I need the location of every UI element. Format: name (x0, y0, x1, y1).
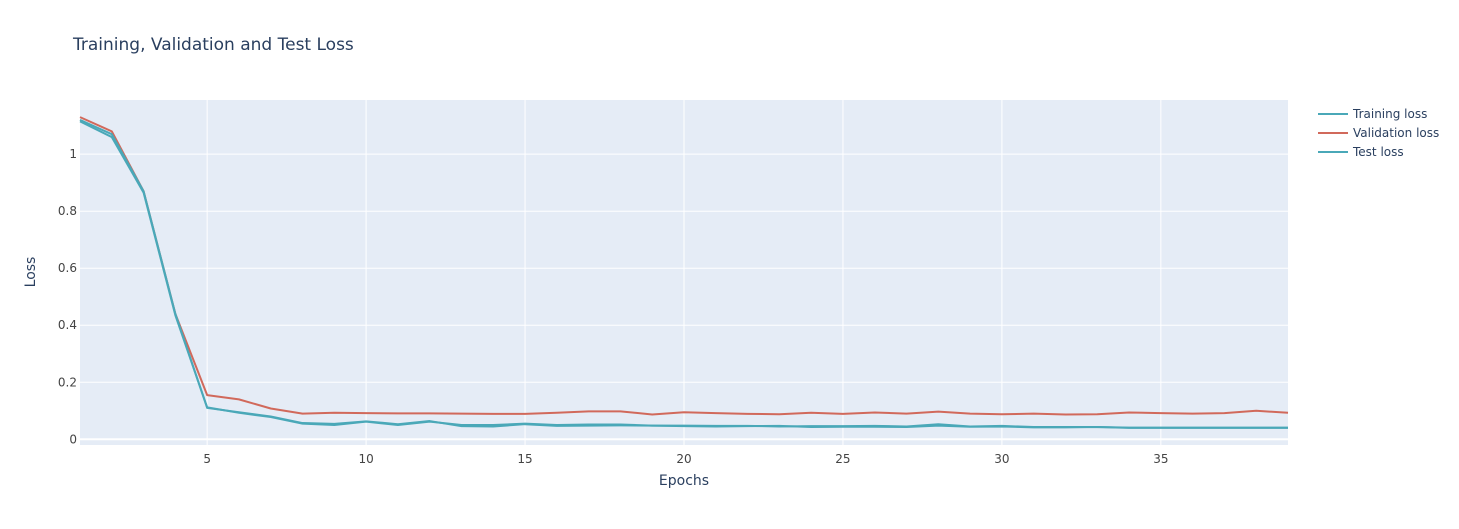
grid-lines (80, 100, 1288, 445)
legend[interactable]: Training loss Validation loss Test loss (1318, 107, 1439, 159)
legend-label: Validation loss (1353, 126, 1439, 140)
x-tick-label: 30 (994, 452, 1009, 466)
y-tick-label: 0.8 (58, 204, 77, 218)
legend-item-training-loss[interactable]: Training loss (1318, 107, 1427, 121)
y-axis-ticks: 0 0.2 0.4 0.6 0.8 1 (58, 147, 77, 446)
y-tick-label: 0 (69, 432, 77, 446)
x-tick-label: 10 (358, 452, 373, 466)
legend-label: Test loss (1352, 145, 1404, 159)
chart-title: Training, Validation and Test Loss (72, 35, 354, 55)
legend-item-test-loss[interactable]: Test loss (1318, 145, 1404, 159)
x-axis-title: Epochs (659, 473, 709, 489)
x-axis-ticks: 5 10 15 20 25 30 35 (203, 452, 1168, 466)
legend-label: Training loss (1352, 107, 1427, 121)
y-tick-label: 0.6 (58, 261, 77, 275)
x-tick-label: 15 (517, 452, 532, 466)
legend-item-validation-loss[interactable]: Validation loss (1318, 126, 1439, 140)
x-tick-label: 25 (835, 452, 850, 466)
y-tick-label: 1 (69, 147, 77, 161)
series-line-test-loss (79, 120, 1288, 429)
y-tick-label: 0.2 (58, 375, 77, 389)
y-tick-label: 0.4 (58, 318, 77, 332)
x-tick-label: 20 (676, 452, 691, 466)
series-line-validation-loss (79, 116, 1289, 416)
series-lines (79, 116, 1289, 429)
y-axis-title: Loss (23, 257, 39, 288)
x-tick-label: 35 (1153, 452, 1168, 466)
x-tick-label: 5 (203, 452, 211, 466)
